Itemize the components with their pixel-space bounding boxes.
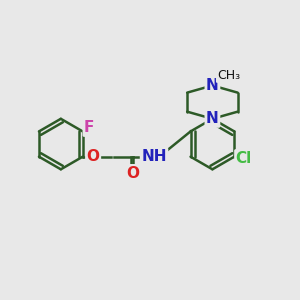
Text: F: F [84,120,94,135]
Text: O: O [87,149,100,164]
Text: NH: NH [141,149,167,164]
Text: N: N [206,111,219,126]
Text: Cl: Cl [236,151,252,166]
Text: O: O [127,166,140,181]
Text: CH₃: CH₃ [217,69,240,82]
Text: N: N [206,78,219,93]
